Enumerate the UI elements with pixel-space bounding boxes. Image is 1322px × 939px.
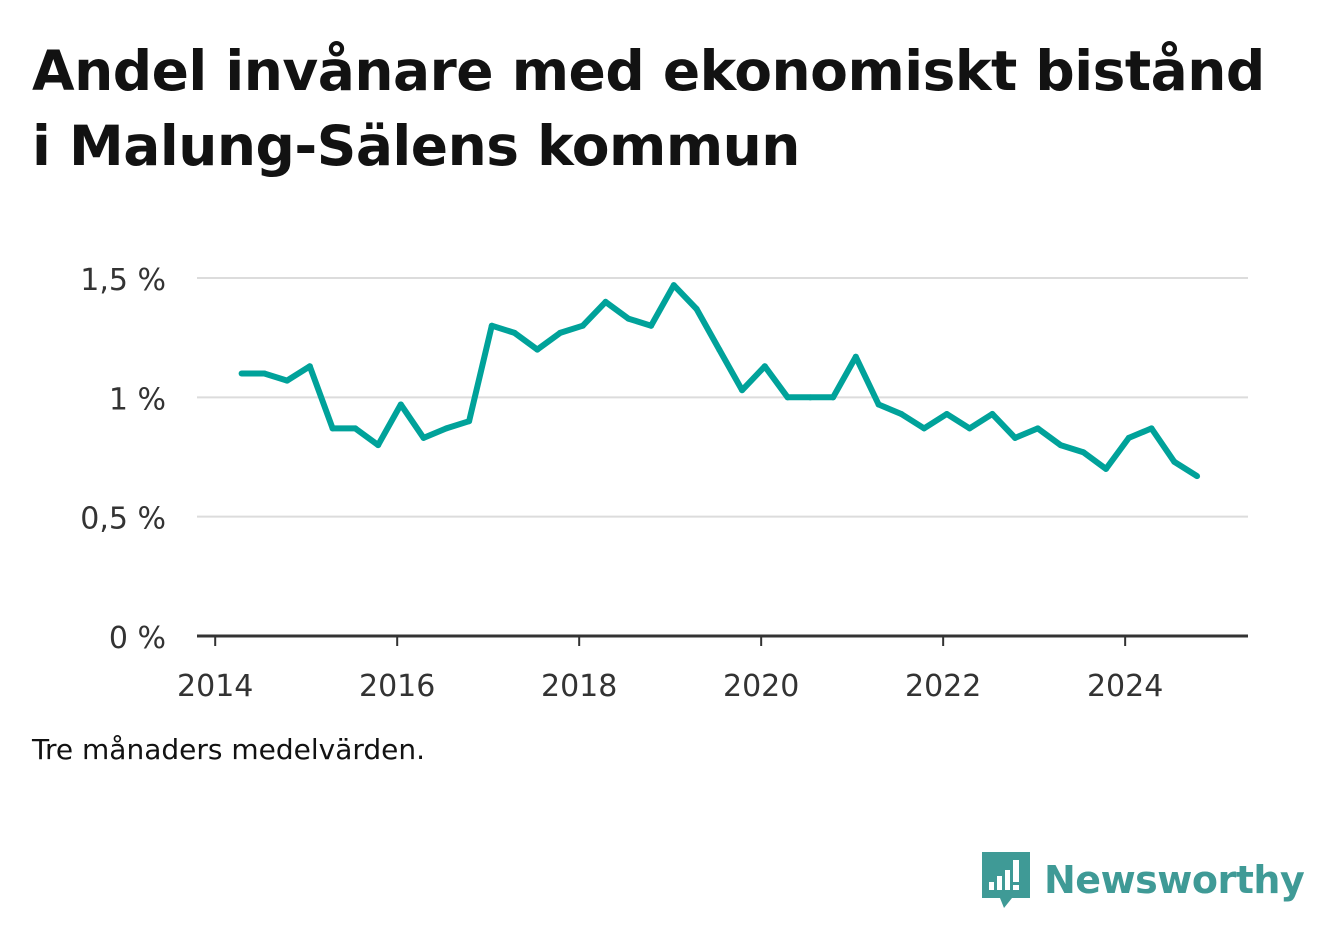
data-point (466, 418, 473, 425)
data-point (443, 425, 450, 432)
x-tick-label: 2024 (1087, 669, 1163, 704)
x-tick-label: 2018 (541, 669, 617, 704)
data-series (238, 282, 1201, 480)
x-tick-label: 2022 (905, 669, 981, 704)
data-point (261, 370, 268, 377)
data-point (716, 346, 723, 353)
data-point (898, 411, 905, 418)
y-tick-label: 0,5 % (80, 502, 166, 537)
data-point (306, 363, 313, 370)
data-point (397, 401, 404, 408)
x-tick-label: 2014 (177, 669, 253, 704)
data-point (1194, 473, 1201, 480)
data-point (1171, 458, 1178, 465)
data-point (625, 315, 632, 322)
data-point (852, 353, 859, 360)
data-point (1148, 425, 1155, 432)
brand-name: Newsworthy (1044, 858, 1305, 902)
chart-note: Tre månaders medelvärden. (32, 733, 426, 766)
newsworthy-logo-icon (982, 852, 1030, 908)
data-point (784, 394, 791, 401)
series-line (241, 282, 1199, 479)
data-point (807, 394, 814, 401)
data-point (488, 322, 495, 329)
data-point (966, 425, 973, 432)
brand-logo: Newsworthy (980, 850, 1305, 910)
data-point (375, 442, 382, 449)
data-point (830, 394, 837, 401)
y-axis-ticks: 0 % 0,5 % 1 % 1,5 % (80, 263, 166, 656)
data-point (1080, 449, 1087, 456)
data-point (1103, 465, 1110, 472)
data-point (511, 329, 518, 336)
data-point (352, 425, 359, 432)
data-point (534, 346, 541, 353)
data-point (420, 434, 427, 441)
data-point (1057, 442, 1064, 449)
y-tick-label: 0 % (109, 621, 166, 656)
data-point (693, 306, 700, 313)
data-point (761, 363, 768, 370)
chart-title: Andel invånare med ekonomiskt bistånd i … (32, 39, 1265, 178)
x-tick-label: 2020 (723, 669, 799, 704)
data-point (579, 322, 586, 329)
data-point (557, 329, 564, 336)
data-point (1034, 425, 1041, 432)
data-point (329, 425, 336, 432)
data-point (875, 401, 882, 408)
data-point (602, 298, 609, 305)
data-point (1012, 434, 1019, 441)
x-axis-ticks: 2014 2016 2018 2020 2022 2024 (177, 636, 1163, 704)
data-point (284, 377, 291, 384)
grid-lines (197, 277, 1248, 518)
data-point (670, 282, 677, 289)
data-point (1125, 434, 1132, 441)
data-point (921, 425, 928, 432)
data-point (648, 322, 655, 329)
y-tick-label: 1 % (109, 382, 166, 417)
y-tick-label: 1,5 % (80, 263, 166, 298)
data-point (943, 411, 950, 418)
data-point (989, 411, 996, 418)
data-point (238, 370, 245, 377)
data-point (739, 387, 746, 394)
x-tick-label: 2016 (359, 669, 435, 704)
